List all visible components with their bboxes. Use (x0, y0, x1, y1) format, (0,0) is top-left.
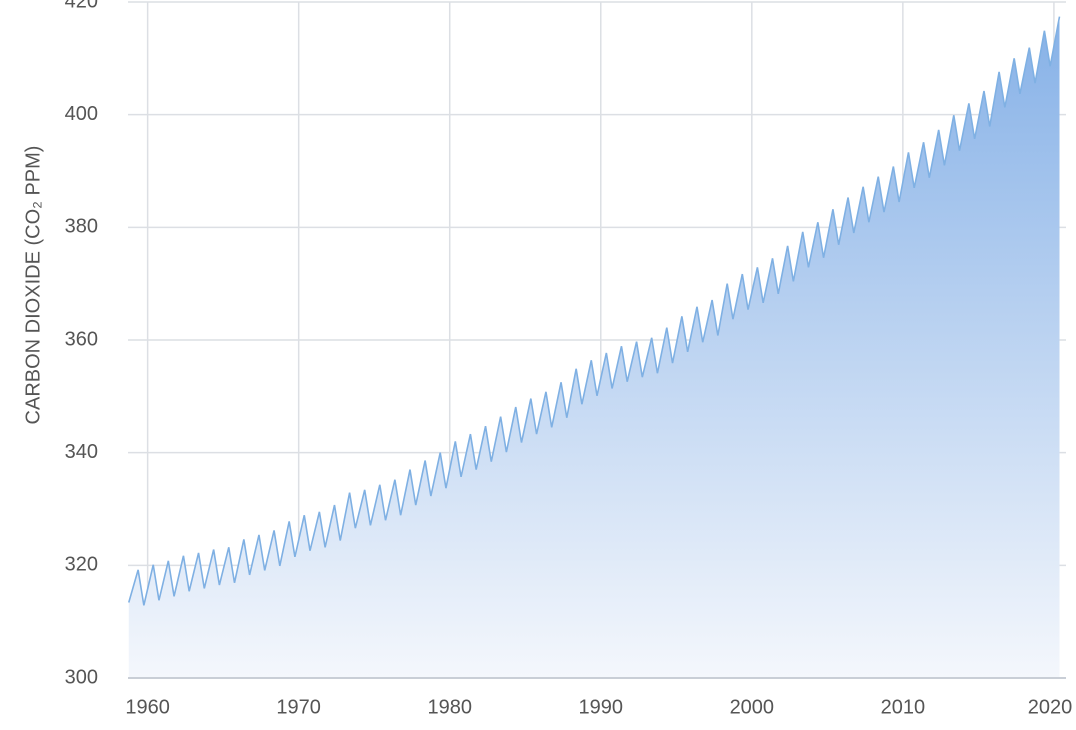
y-tick-label: 360 (65, 328, 98, 350)
y-axis-label: CARBON DIOXIDE (CO₂ PPM) (22, 146, 44, 425)
x-tick-label: 2000 (730, 696, 775, 718)
line (127, 16, 1061, 606)
x-tick-label: 1980 (427, 696, 472, 718)
x-tick-label: 2010 (881, 696, 926, 718)
area-fill (128, 16, 1060, 678)
y-tick-label: 420 (65, 0, 98, 12)
x-tick-label: 1970 (276, 696, 321, 718)
x-tick-label: 1960 (125, 696, 170, 718)
y-tick-label: 320 (65, 554, 98, 576)
y-tick-label: 380 (65, 216, 98, 238)
y-tick-label: 400 (65, 103, 98, 125)
y-tick-label: 300 (65, 666, 98, 688)
x-tick-label: 2020 (1028, 696, 1073, 718)
y-tick-label: 340 (65, 441, 98, 463)
x-tick-label: 1990 (579, 696, 624, 718)
